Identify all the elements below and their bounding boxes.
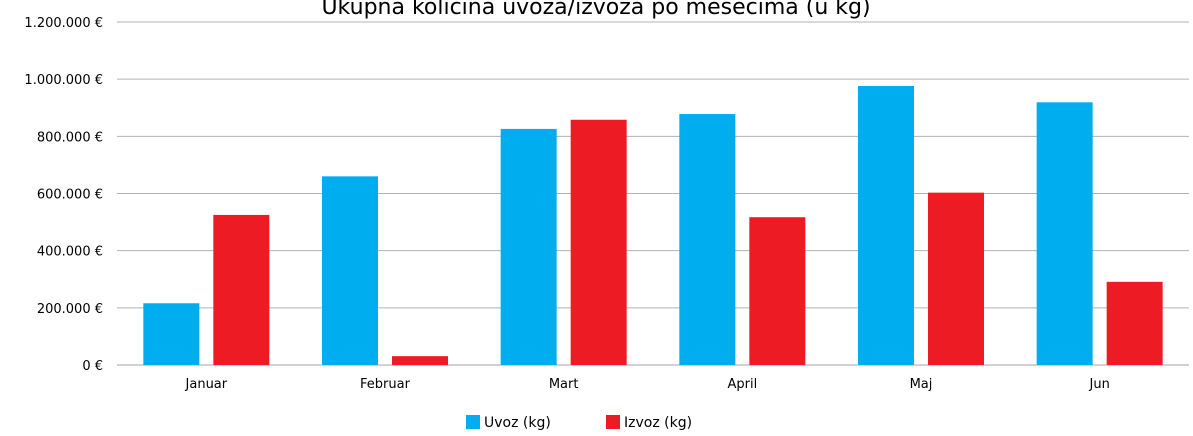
bar-uvoz [143,303,200,365]
chart-title: Ukupna kolicina uvoza/izvoza po mesecima… [321,0,870,20]
x-tick-label: Jun [1089,377,1110,392]
bars [143,86,1163,366]
bar-izvoz [392,356,448,365]
y-tick-label: 0 € [82,359,103,374]
legend: Uvoz (kg) Izvoz (kg) [466,415,692,431]
y-tick-label: 1.000.000 € [24,73,103,88]
x-tick-label: Februar [360,377,411,392]
bar-uvoz [858,86,914,365]
legend-label: Uvoz (kg) [484,415,551,431]
y-tick-label: 1.200.000 € [24,16,103,31]
bar-izvoz [928,192,984,365]
legend-label: Izvoz (kg) [624,415,692,431]
x-tick-label: Mart [549,377,579,392]
bar-uvoz [500,128,557,365]
gridlines [117,21,1189,366]
bar-izvoz [570,119,627,365]
y-tick-label: 200.000 € [37,302,103,317]
y-tick-label: 400.000 € [37,245,103,260]
bar-uvoz [322,176,378,365]
x-tick-label: April [727,377,757,392]
x-axis-ticks: Januar Februar Mart April Maj Jun [185,377,1110,392]
legend-swatch [466,415,480,429]
bar-izvoz [749,217,806,365]
bar-izvoz [213,214,270,365]
y-tick-label: 800.000 € [37,130,103,145]
bar-uvoz [1036,102,1093,366]
bar-uvoz [679,114,736,365]
bar-izvoz [1106,281,1163,365]
legend-swatch [606,415,620,429]
y-tick-label: 600.000 € [37,188,103,203]
x-tick-label: Januar [185,377,228,392]
y-axis-ticks: 0 € 200.000 € 400.000 € 600.000 € 800.000 € 1… [24,16,103,374]
x-tick-label: Maj [910,377,933,392]
